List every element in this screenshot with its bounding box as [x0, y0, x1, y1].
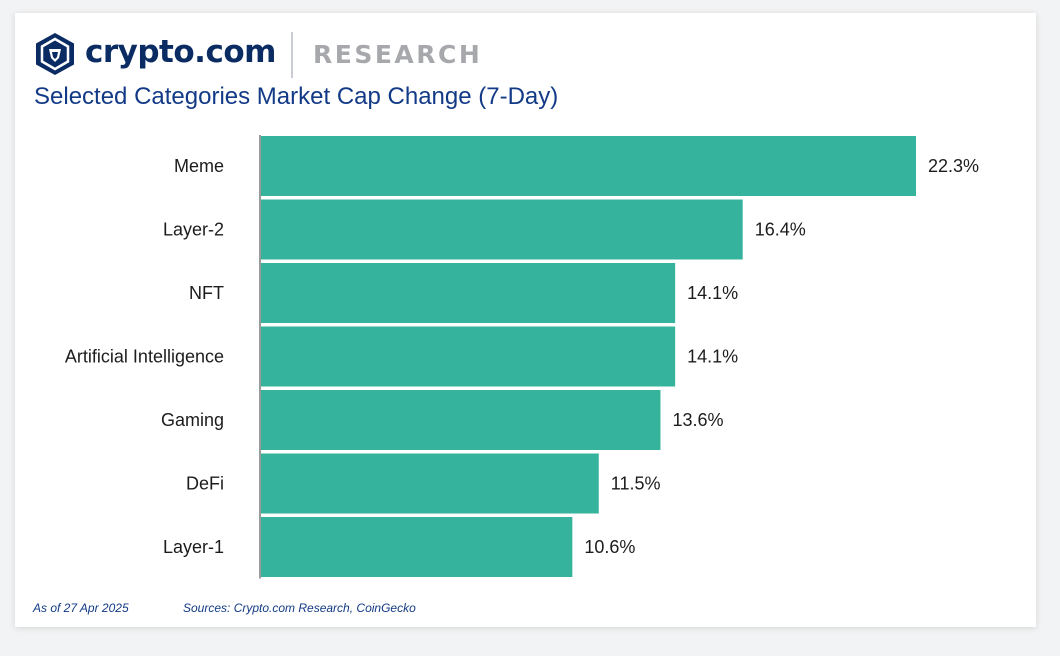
brand-header: crypto.com RESEARCH: [35, 32, 495, 82]
value-label: 13.6%: [672, 410, 723, 430]
value-label: 22.3%: [928, 156, 979, 176]
category-label: Layer-1: [163, 537, 224, 557]
category-label: Gaming: [161, 410, 224, 430]
value-label: 16.4%: [755, 220, 806, 240]
category-label: Artificial Intelligence: [65, 347, 224, 367]
value-label: 14.1%: [687, 347, 738, 367]
category-label: Layer-2: [163, 220, 224, 240]
bar-artificial-intelligence: [261, 326, 676, 387]
category-label: DeFi: [186, 474, 224, 494]
as-of-date: As of 27 Apr 2025: [33, 601, 129, 615]
brand-divider: [291, 32, 293, 78]
value-label: 14.1%: [687, 283, 738, 303]
crypto-com-lion-shield-icon: [36, 33, 74, 75]
category-label: Meme: [174, 156, 224, 176]
bar-nft: [261, 263, 676, 323]
bar-layer-2: [261, 199, 743, 260]
value-label: 10.6%: [584, 537, 635, 557]
bar-layer-1: [261, 517, 573, 577]
bar-chart: Meme 22.3% Layer-2 16.4% NFT 14.1% Artificial …: [65, 135, 979, 579]
bar-defi: [261, 453, 599, 514]
sources-note: Sources: Crypto.com Research, CoinGecko: [183, 601, 416, 615]
chart-title: Selected Categories Market Cap Change (7…: [34, 83, 559, 110]
brand-wordmark: crypto.com: [85, 34, 276, 70]
chart-card: crypto.com RESEARCH Selected Categories …: [15, 13, 1036, 627]
category-label: NFT: [189, 283, 224, 303]
value-label: 11.5%: [611, 474, 661, 494]
research-label: RESEARCH: [313, 40, 483, 69]
bar-gaming: [261, 390, 661, 450]
bar-meme: [261, 136, 916, 196]
